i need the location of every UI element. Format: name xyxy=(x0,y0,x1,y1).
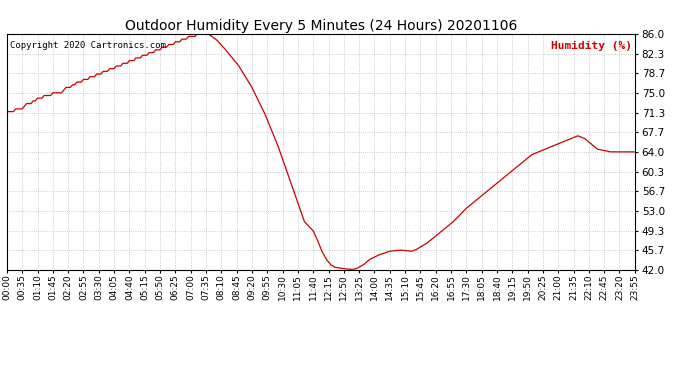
Text: Humidity (%): Humidity (%) xyxy=(551,41,631,51)
Title: Outdoor Humidity Every 5 Minutes (24 Hours) 20201106: Outdoor Humidity Every 5 Minutes (24 Hou… xyxy=(125,19,517,33)
Text: Copyright 2020 Cartronics.com: Copyright 2020 Cartronics.com xyxy=(10,41,166,50)
